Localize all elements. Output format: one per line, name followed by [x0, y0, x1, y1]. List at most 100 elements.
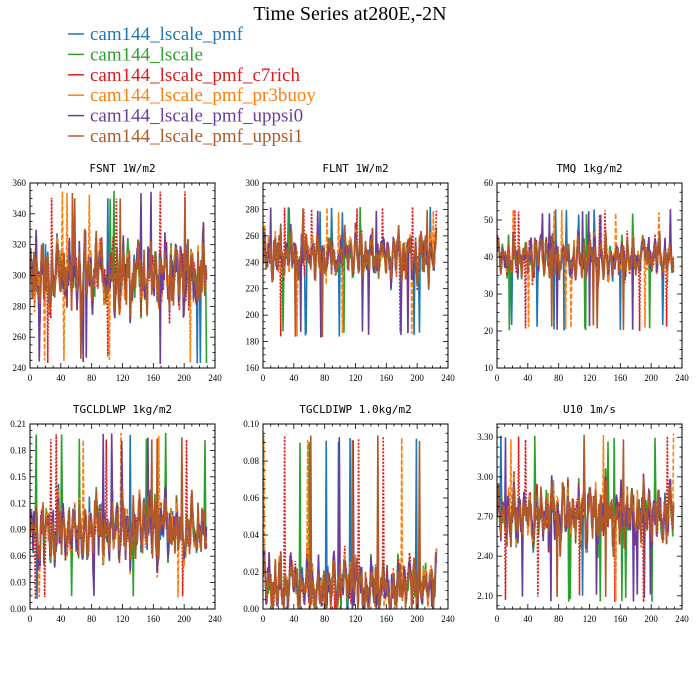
x-tick-label: 240 [208, 373, 222, 383]
x-tick-label: 120 [116, 373, 130, 383]
x-tick-label: 200 [410, 614, 424, 624]
legend: cam144_lscale_pmfcam144_lscalecam144_lsc… [68, 24, 316, 147]
x-tick-label: 200 [410, 373, 424, 383]
x-tick-label: 200 [644, 614, 658, 624]
y-tick-label: 0.15 [10, 472, 26, 482]
figure-title: Time Series at280E,-2N [253, 3, 446, 25]
y-tick-label: 0.12 [10, 498, 26, 508]
legend-label: cam144_lscale_pmf_uppsi1 [90, 126, 303, 147]
x-tick-label: 80 [87, 614, 97, 624]
panels: FSNT 1W/m20 40 80 120 160 200 2402402602803003… [10, 162, 689, 624]
x-tick-label: 40 [289, 614, 299, 624]
x-tick-label: 240 [675, 373, 689, 383]
y-tick-label: 2.10 [477, 591, 493, 601]
x-tick-label: 200 [177, 614, 191, 624]
x-tick-label: 80 [87, 373, 97, 383]
chart-panel: TGCLDIWP 1.0kg/m2 0 40 80 120 160 200 240 0.00 0.… [243, 403, 455, 624]
y-tick-label: 0.03 [10, 578, 26, 588]
y-tick-label: 20 [484, 326, 494, 336]
x-tick-label: 120 [116, 614, 130, 624]
series-line [30, 437, 208, 562]
legend-label: cam144_lscale_pmf_c7rich [90, 65, 300, 86]
y-tick-label: 3.00 [477, 472, 493, 482]
y-tick-label: 0.08 [243, 456, 259, 466]
legend-entry: cam144_lscale_pmf_uppsi0 [68, 106, 303, 127]
x-tick-label: 80 [320, 373, 330, 383]
series-line [497, 434, 675, 597]
y-tick-label: 260 [13, 332, 27, 342]
x-tick-label: 200 [177, 373, 191, 383]
legend-entry: cam144_lscale_pmf_pr3buoy [68, 85, 316, 106]
y-tick-label: 340 [13, 209, 27, 219]
y-tick-label: 260 [246, 231, 260, 241]
x-tick-label: 0 [495, 614, 500, 624]
y-tick-label: 30 [484, 289, 494, 299]
y-tick-label: 0.06 [10, 551, 26, 561]
x-tick-label: 160 [147, 373, 161, 383]
y-tick-label: 10 [484, 363, 494, 373]
x-tick-label: 120 [349, 373, 363, 383]
y-tick-label: 300 [13, 271, 27, 281]
chart-panel: FSNT 1W/m2 0 40 80 120 160 200 240 240 260 280 300 3… [13, 162, 223, 383]
y-tick-label: 0.18 [10, 445, 26, 455]
y-tick-label: 280 [13, 301, 27, 311]
legend-entry: cam144_lscale_pmf_uppsi1 [68, 126, 303, 147]
x-tick-label: 160 [147, 614, 161, 624]
y-tick-label: 0.09 [10, 525, 26, 535]
legend-label: cam144_lscale_pmf [90, 24, 244, 45]
x-tick-label: 160 [380, 373, 394, 383]
legend-label: cam144_lscale_pmf_pr3buoy [90, 85, 316, 106]
y-tick-label: 0.04 [243, 530, 259, 540]
series-line [30, 193, 208, 359]
chart-panel: TMQ 1kg/m2 0 40 80 120 160 200 240 10 20 30 40 50 60 [484, 162, 689, 383]
chart-title: TMQ 1kg/m2 [556, 162, 622, 175]
y-tick-label: 0.00 [10, 604, 26, 614]
series-line [497, 229, 675, 330]
x-tick-label: 40 [523, 614, 533, 624]
y-tick-label: 180 [246, 337, 260, 347]
chart-title: TGCLDLWP 1kg/m2 [73, 403, 172, 416]
x-tick-label: 120 [349, 614, 363, 624]
legend-label: cam144_lscale_pmf_uppsi0 [90, 106, 303, 127]
y-tick-label: 0.00 [243, 604, 259, 614]
x-tick-label: 40 [56, 614, 66, 624]
x-tick-label: 0 [495, 373, 500, 383]
y-tick-label: 220 [246, 284, 260, 294]
y-tick-label: 320 [13, 240, 27, 250]
series-group [497, 209, 675, 331]
x-tick-label: 160 [614, 373, 628, 383]
x-tick-label: 240 [441, 373, 455, 383]
y-tick-label: 280 [246, 204, 260, 214]
y-tick-label: 0.06 [243, 493, 259, 503]
x-tick-label: 80 [554, 614, 564, 624]
y-tick-label: 2.70 [477, 512, 493, 522]
legend-entry: cam144_lscale_pmf [68, 24, 244, 45]
series-group [30, 190, 208, 364]
chart-title: U10 1m/s [563, 403, 616, 416]
x-tick-label: 240 [208, 614, 222, 624]
chart-title: FLNT 1W/m2 [322, 162, 388, 175]
series-line [263, 435, 438, 609]
x-tick-label: 160 [614, 614, 628, 624]
chart-panel: FLNT 1W/m2 0 40 80 120 160 200 240 160 180 200 220 2… [246, 162, 456, 383]
y-tick-label: 160 [246, 363, 260, 373]
x-tick-label: 200 [644, 373, 658, 383]
legend-entry: cam144_lscale [68, 44, 203, 65]
series-group [263, 206, 438, 338]
x-tick-label: 40 [523, 373, 533, 383]
series-group [497, 433, 675, 603]
x-tick-label: 40 [289, 373, 299, 383]
y-tick-label: 3.30 [477, 432, 493, 442]
x-tick-label: 240 [441, 614, 455, 624]
chart-title: TGCLDIWP 1.0kg/m2 [299, 403, 412, 416]
y-tick-label: 240 [246, 257, 260, 267]
y-tick-label: 200 [246, 310, 260, 320]
x-tick-label: 0 [28, 373, 33, 383]
x-tick-label: 0 [28, 614, 33, 624]
x-tick-label: 160 [380, 614, 394, 624]
y-tick-label: 60 [484, 178, 494, 188]
chart-title: FSNT 1W/m2 [89, 162, 155, 175]
series-group [30, 432, 208, 600]
x-tick-label: 80 [554, 373, 564, 383]
